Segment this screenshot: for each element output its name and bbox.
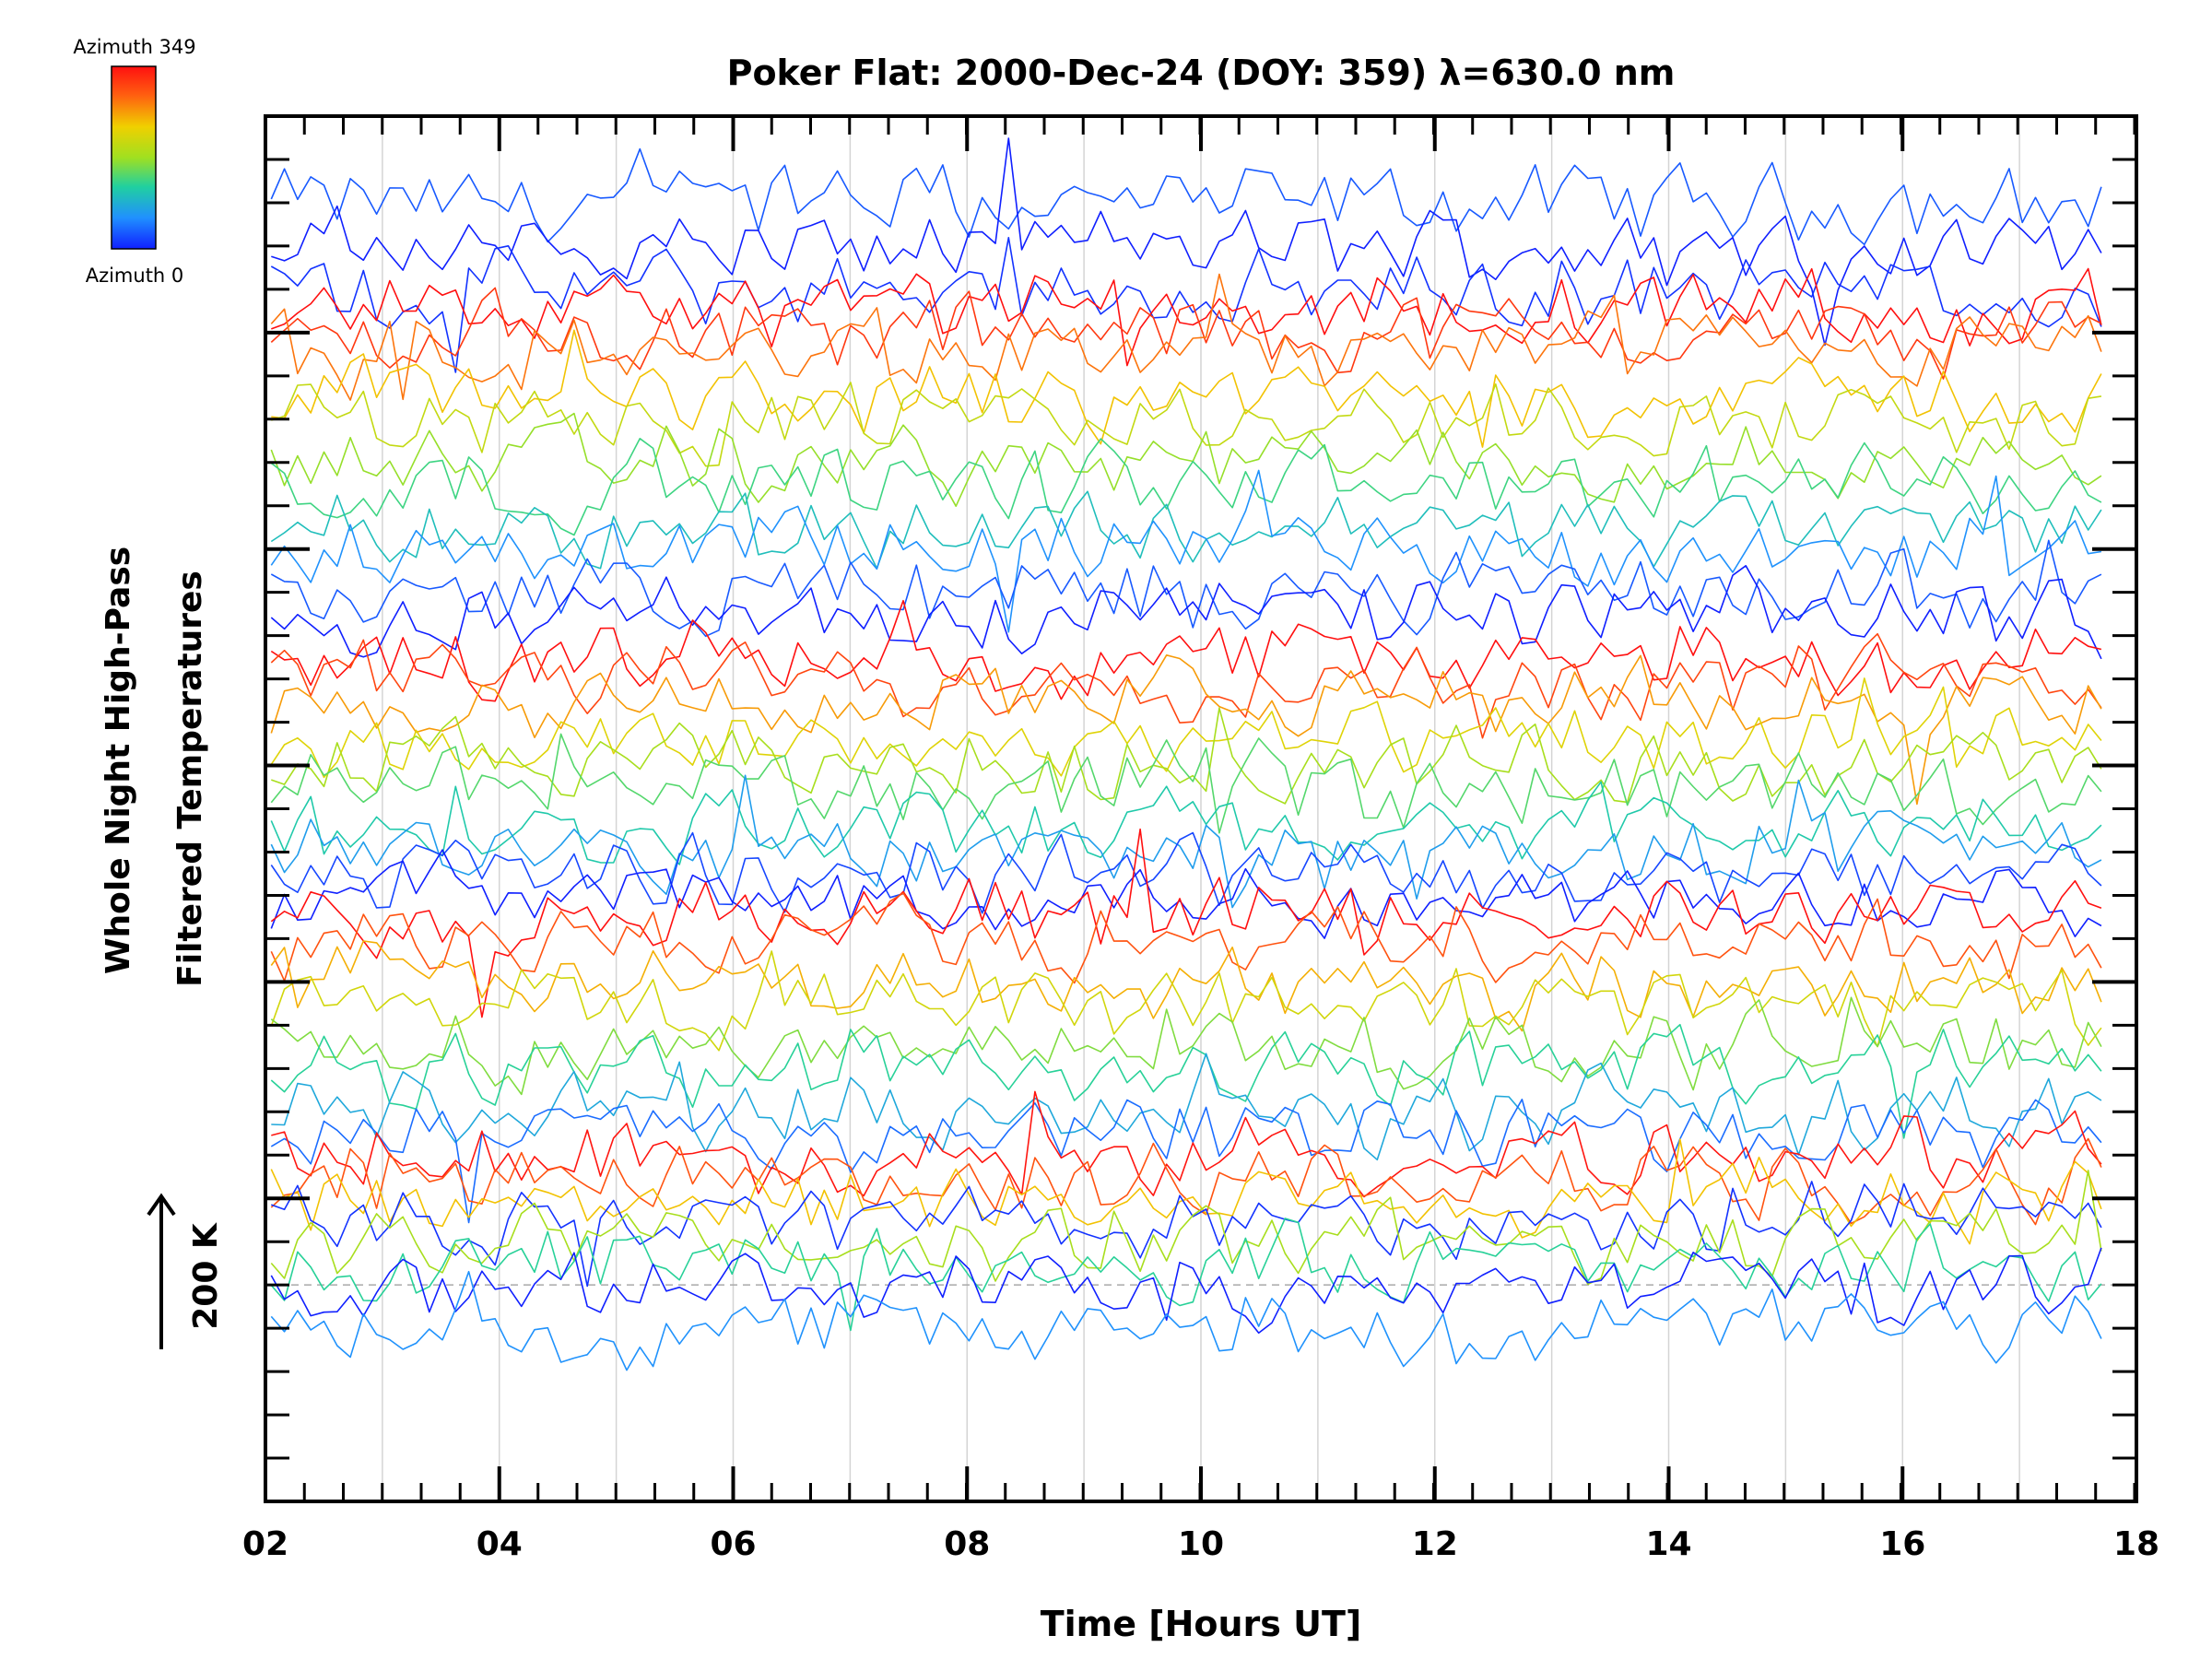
series-line [271,137,2102,347]
x-tick-label: 12 [1412,1525,1458,1563]
series-line [270,273,2102,401]
series-layer [270,137,2102,1371]
chart-title: Poker Flat: 2000-Dec-24 (DOY: 359) λ=630… [727,53,1676,93]
series-line [270,632,2102,739]
series-line [270,774,2102,909]
x-tick-label: 14 [1645,1525,1691,1563]
series-line [271,1090,2102,1198]
x-tick-label: 16 [1879,1525,1925,1563]
scale-label: 200 K [187,1222,225,1330]
series-line [270,1218,2102,1332]
series-line [270,1247,2102,1335]
series-line [270,599,2102,702]
series-line [270,1023,2102,1139]
series-line [270,950,2102,1052]
x-tick-label: 04 [477,1525,523,1563]
plot-frame [264,114,2138,1503]
series-line [270,653,2102,806]
series-line [270,539,2102,638]
series-line [270,996,2102,1096]
series-line [270,412,2102,508]
series-line [270,940,2102,1032]
series-line [271,1053,2102,1161]
x-tick-label: 08 [944,1525,990,1563]
scale-arrow-icon [147,1193,176,1349]
series-line [270,831,2102,914]
series-line [270,564,2102,660]
series-line [270,469,2102,633]
series-line [270,1099,2102,1224]
series-line [270,1138,2102,1245]
x-tick-label: 18 [2113,1525,2159,1563]
x-axis-label: Time [Hours UT] [1041,1604,1362,1644]
series-line [271,382,2102,467]
colorbar-top-label: Azimuth 349 [73,36,195,58]
series-line [270,147,2102,246]
series-line [271,329,2102,448]
series-line [270,828,2102,1018]
x-tick-label: 10 [1178,1525,1224,1563]
colorbar-bottom-label: Azimuth 0 [86,265,184,287]
series-line [270,490,2102,570]
series-line [271,267,2102,367]
series-line [270,287,2102,380]
y-axis-label-line1: Whole Night High-Pass [100,547,137,974]
series-line [271,1181,2102,1288]
x-tick-label: 06 [710,1525,756,1563]
series-line [270,1170,2102,1286]
series-line [270,677,2102,779]
series-line [270,1270,2102,1371]
series-line [270,236,2102,373]
series-line [270,733,2102,834]
y-axis-label-line2: Filtered Temperatures [171,571,209,987]
series-line [270,1137,2102,1226]
series-line [271,707,2102,805]
x-tick-label: 02 [242,1525,288,1563]
series-line [270,781,2102,865]
series-line [270,437,2102,536]
colorbar [111,65,157,250]
series-line [270,849,2102,939]
series-line [270,892,2102,984]
tick-labels: 02 04 06 08 10 12 14 16 18 [242,1525,2159,1563]
